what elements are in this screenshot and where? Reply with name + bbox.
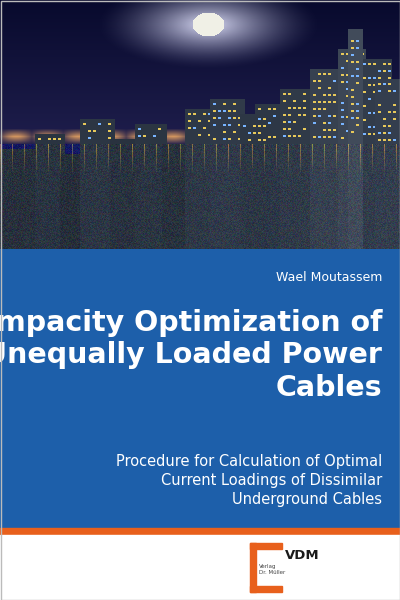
Bar <box>0 249 400 529</box>
Text: Wael Moutassem: Wael Moutassem <box>276 271 382 284</box>
Text: VDM: VDM <box>285 549 320 562</box>
Text: Verlag
Dr. Müller: Verlag Dr. Müller <box>259 563 286 575</box>
Bar <box>250 543 282 550</box>
Bar <box>250 586 282 592</box>
Bar <box>250 543 256 592</box>
Bar <box>0 528 400 535</box>
Bar <box>0 535 400 600</box>
Text: Ampacity Optimization of
Unequally Loaded Power
Cables: Ampacity Optimization of Unequally Loade… <box>0 309 382 402</box>
Text: Procedure for Calculation of Optimal
Current Loadings of Dissimilar
Underground : Procedure for Calculation of Optimal Cur… <box>116 454 382 508</box>
